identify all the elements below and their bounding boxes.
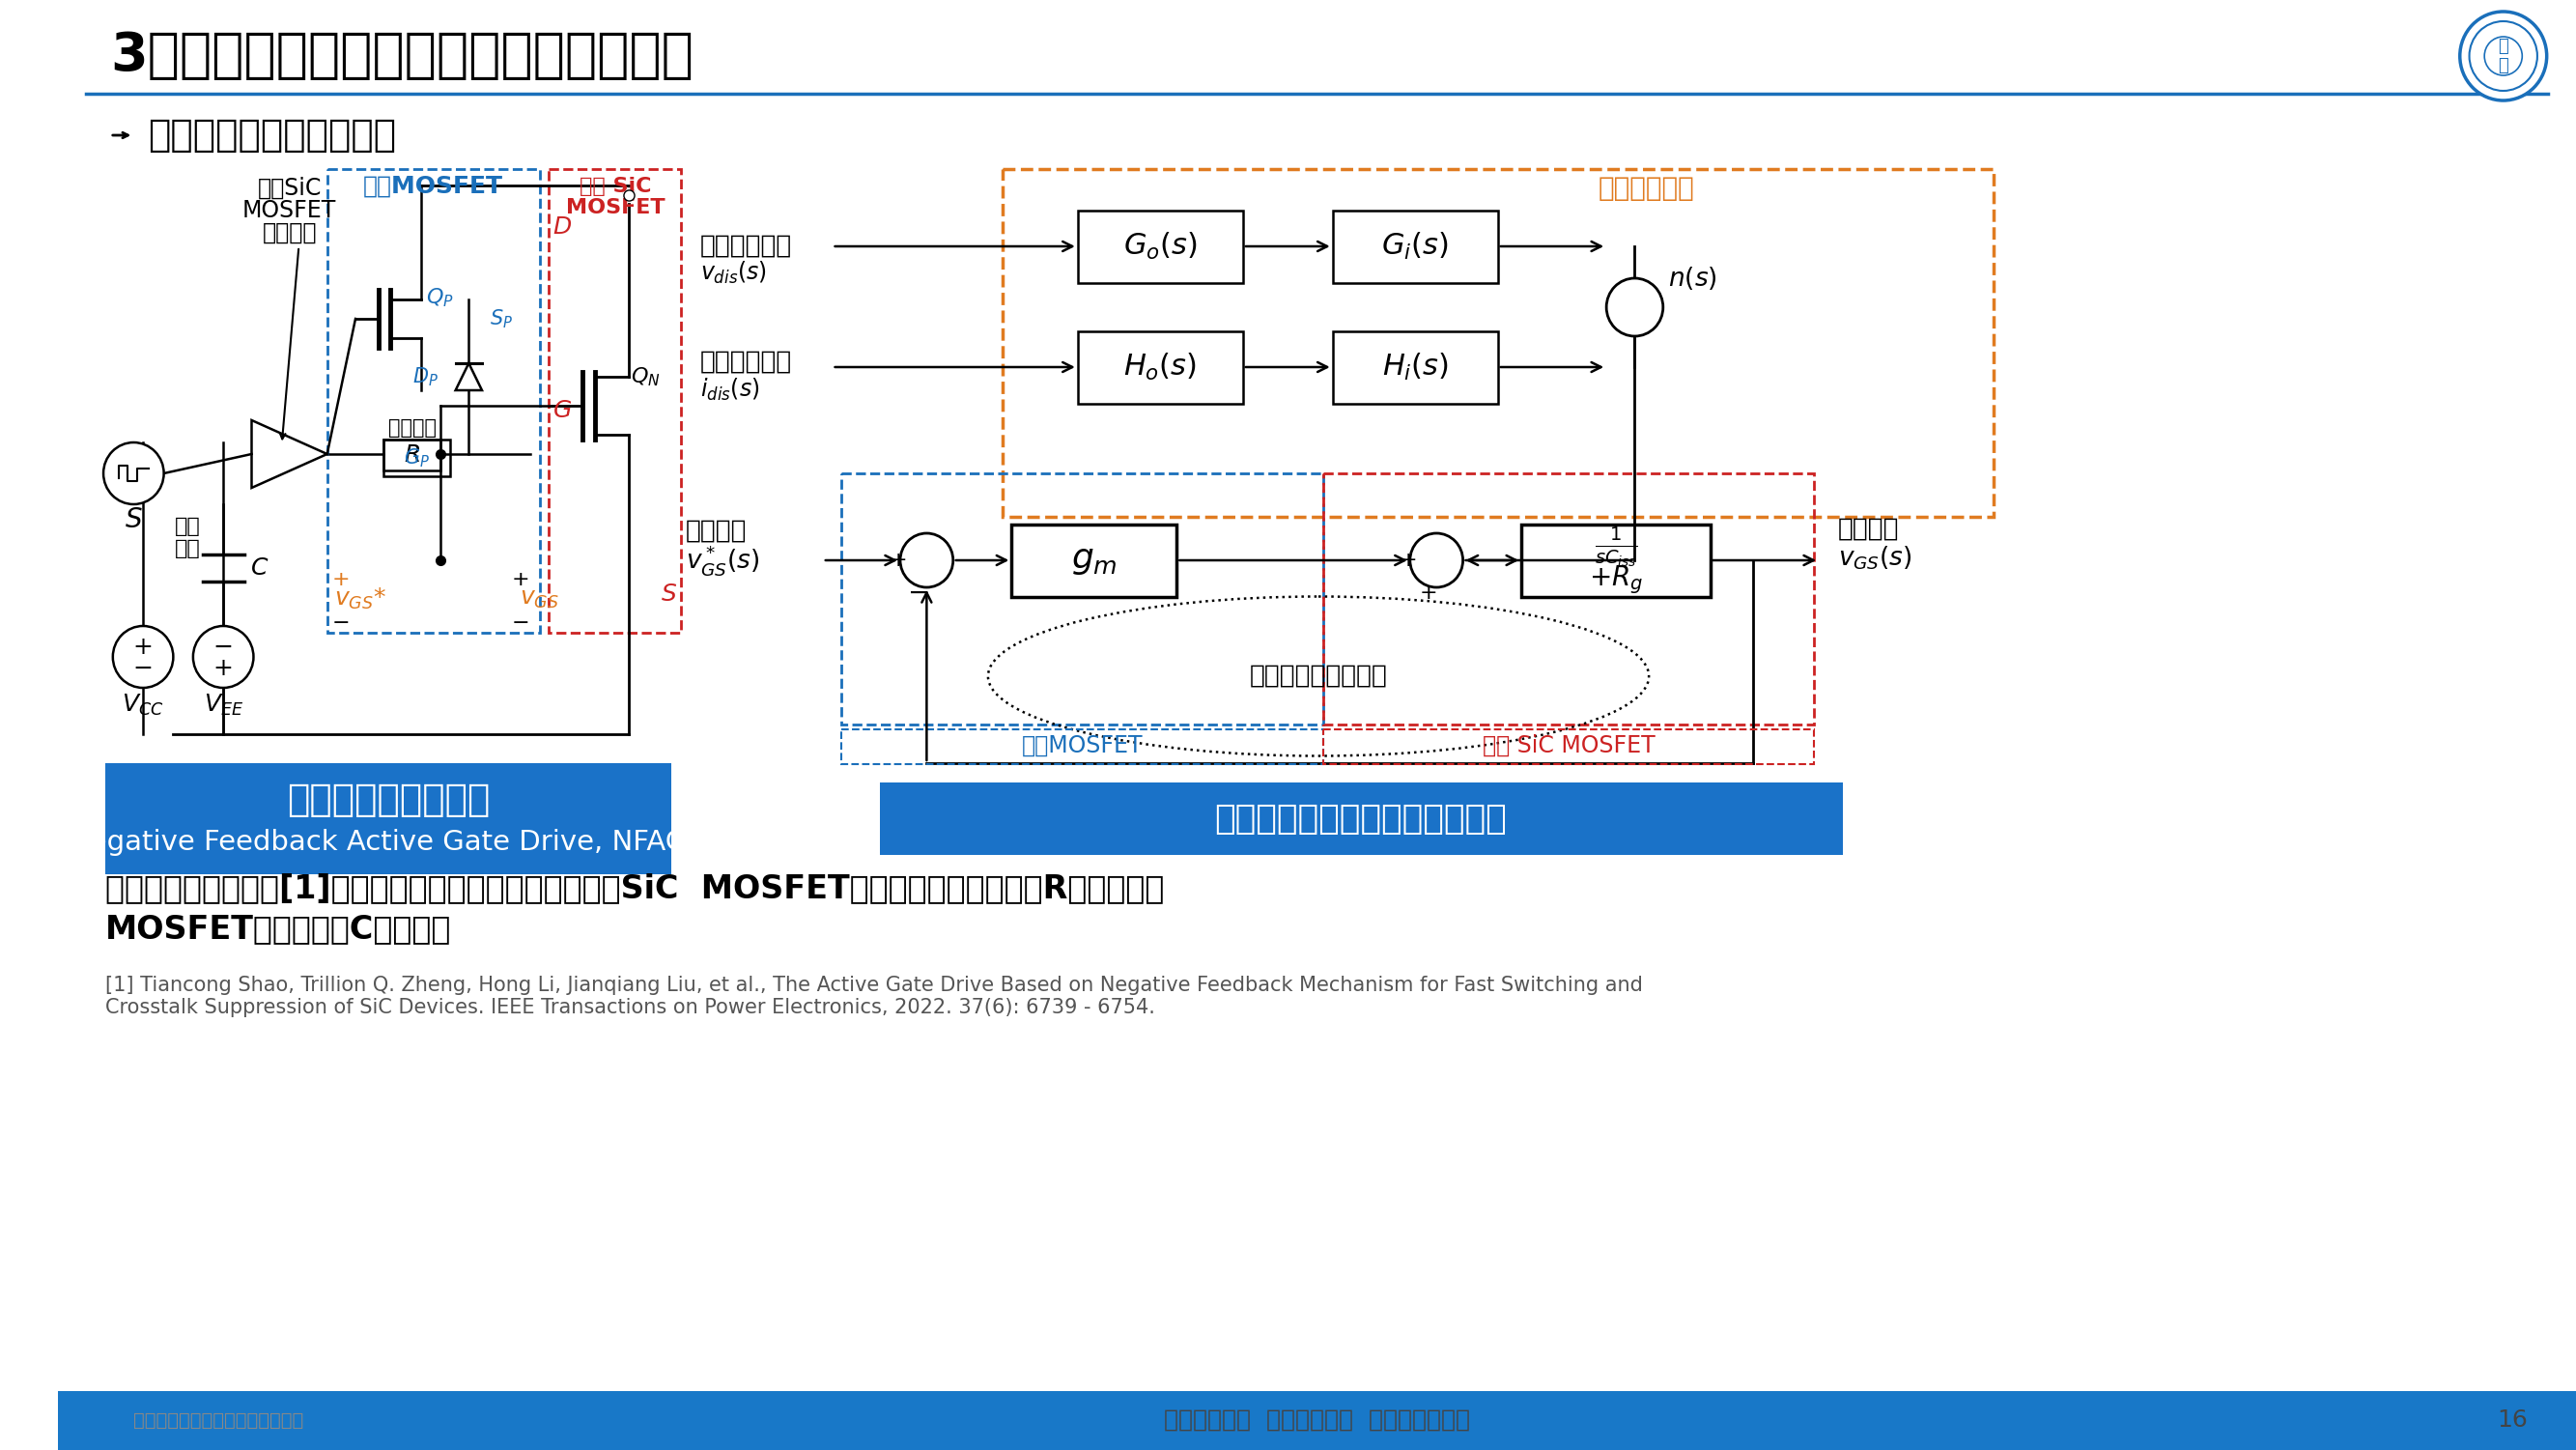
Text: 被控 SiC: 被控 SiC — [580, 177, 652, 196]
Text: 脉冲电压干扰: 脉冲电压干扰 — [701, 233, 791, 260]
Bar — [1332, 210, 1497, 283]
Text: $S_P$: $S_P$ — [489, 307, 513, 331]
Text: $V_{EE}$: $V_{EE}$ — [204, 693, 242, 718]
Text: 辅助MOSFET: 辅助MOSFET — [1023, 734, 1144, 757]
Text: $n(s)$: $n(s)$ — [1667, 265, 1716, 291]
Text: $S$: $S$ — [662, 583, 677, 606]
Text: $G$: $G$ — [554, 399, 572, 422]
Bar — [1002, 170, 1994, 516]
Circle shape — [113, 626, 173, 687]
Text: −: − — [907, 580, 930, 606]
Text: $v_{GS}$: $v_{GS}$ — [520, 587, 559, 610]
Circle shape — [193, 626, 252, 687]
Text: $Q_P$: $Q_P$ — [425, 286, 453, 309]
Text: $H_o(s)$: $H_o(s)$ — [1123, 351, 1198, 383]
Text: 3、基于跨导增益负反馈机理的干扰抑制: 3、基于跨导增益负反馈机理的干扰抑制 — [111, 30, 693, 83]
Text: 具有结构简单的特点[1]：不依赖额外的电路，仅采用普通SiC  MOSFET的驱动芯片、驱动电阵R，外加辅助: 具有结构简单的特点[1]：不依赖额外的电路，仅采用普通SiC MOSFET的驱动… — [106, 873, 1164, 905]
Text: $v_{GS}$*: $v_{GS}$* — [335, 586, 386, 612]
Text: $g_m$: $g_m$ — [1072, 544, 1118, 577]
Text: −: − — [134, 657, 152, 680]
Text: +: + — [332, 570, 350, 589]
Text: 被控 SiC MOSFET: 被控 SiC MOSFET — [1481, 734, 1654, 757]
Text: $D$: $D$ — [554, 216, 572, 239]
Text: $v_{dis}(s)$: $v_{dis}(s)$ — [701, 260, 768, 286]
Text: 栅极电压: 栅极电压 — [1837, 516, 1899, 542]
Text: +: + — [1419, 583, 1437, 603]
Text: MOSFET: MOSFET — [242, 199, 337, 222]
Text: 交
大: 交 大 — [2499, 38, 2509, 75]
Text: $H_i(s)$: $H_i(s)$ — [1381, 351, 1448, 383]
Bar — [106, 763, 672, 874]
Bar — [1324, 729, 1814, 764]
Bar — [842, 729, 1324, 764]
Circle shape — [2483, 36, 2522, 75]
Bar — [1077, 210, 1244, 283]
Text: +: + — [134, 635, 152, 658]
Text: $R$: $R$ — [404, 444, 420, 467]
Bar — [59, 1391, 2576, 1450]
Text: $v_{GS}(s)$: $v_{GS}(s)$ — [1837, 545, 1911, 573]
Text: +: + — [214, 657, 234, 680]
Text: 普通SiC: 普通SiC — [258, 177, 322, 200]
Text: $G_o(s)$: $G_o(s)$ — [1123, 231, 1198, 262]
Text: $S$: $S$ — [124, 506, 142, 534]
Text: $C$: $C$ — [250, 557, 268, 580]
Bar — [384, 439, 451, 476]
Bar — [327, 170, 538, 632]
Text: −: − — [214, 635, 234, 658]
Circle shape — [2460, 12, 2548, 100]
Text: $G_P$: $G_P$ — [404, 447, 430, 470]
Text: 驱动电阵: 驱动电阵 — [389, 418, 435, 438]
Text: +: + — [889, 551, 907, 570]
Bar — [878, 783, 1842, 856]
Text: $D_P$: $D_P$ — [412, 365, 438, 389]
Bar — [1522, 523, 1710, 596]
Text: 辅助: 辅助 — [175, 516, 201, 536]
Text: −: − — [513, 613, 531, 632]
Text: 电容: 电容 — [175, 539, 201, 558]
Text: +: + — [1399, 551, 1417, 570]
Circle shape — [623, 190, 634, 202]
Text: $V_{CC}$: $V_{CC}$ — [121, 693, 165, 718]
Text: $G_i(s)$: $G_i(s)$ — [1381, 231, 1448, 262]
Circle shape — [899, 534, 953, 587]
Text: 基于跨导增益的栅极负反馈控制: 基于跨导增益的栅极负反馈控制 — [1216, 802, 1507, 835]
Text: $+R_g$: $+R_g$ — [1589, 564, 1643, 596]
Text: 16: 16 — [2496, 1408, 2527, 1431]
Text: 干扰传导路径: 干扰传导路径 — [1597, 175, 1695, 202]
Text: −: − — [332, 613, 350, 632]
Text: $Q_N$: $Q_N$ — [631, 365, 662, 389]
Text: $i_{dis}(s)$: $i_{dis}(s)$ — [701, 376, 760, 403]
Bar — [1324, 473, 1814, 725]
Circle shape — [1409, 534, 1463, 587]
Text: 中国电工技术学会新媒体平台发布: 中国电工技术学会新媒体平台发布 — [134, 1411, 304, 1430]
Text: Negative Feedback Active Gate Drive, NFAGD: Negative Feedback Active Gate Drive, NFA… — [70, 829, 708, 856]
Text: $v_{GS}^*(s)$: $v_{GS}^*(s)$ — [685, 542, 760, 577]
Text: 驱动电压: 驱动电压 — [685, 519, 747, 544]
Text: MOSFET、辅助电容C即可实现: MOSFET、辅助电容C即可实现 — [106, 914, 451, 945]
Text: $\frac{1}{sC_{iss}}$: $\frac{1}{sC_{iss}}$ — [1595, 525, 1638, 568]
Bar — [842, 473, 1324, 725]
Bar — [384, 439, 440, 470]
Bar — [1012, 523, 1177, 596]
Circle shape — [1607, 278, 1664, 336]
Text: 辅助MOSFET: 辅助MOSFET — [363, 175, 502, 199]
Text: [1] Tiancong Shao, Trillion Q. Zheng, Hong Li, Jianqiang Liu, et al., The Active: [1] Tiancong Shao, Trillion Q. Zheng, Ho… — [106, 976, 1643, 1018]
Bar — [549, 170, 680, 632]
Text: 脉冲电流干扰: 脉冲电流干扰 — [701, 349, 791, 374]
Text: 栅极负反馈控制环路: 栅极负反馈控制环路 — [1249, 664, 1388, 689]
Circle shape — [103, 442, 165, 505]
Text: 基于跨导增益负反馈控制: 基于跨导增益负反馈控制 — [147, 117, 397, 154]
Text: MOSFET: MOSFET — [567, 199, 665, 218]
Text: 栅极负反馈有源驱动: 栅极负反馈有源驱动 — [286, 782, 489, 818]
Bar — [1077, 331, 1244, 403]
Text: 驱动芯片: 驱动芯片 — [263, 222, 317, 245]
Circle shape — [2470, 22, 2537, 91]
Bar — [1332, 331, 1497, 403]
Text: 北京交通大学  电气工程学院  电力电子研究所: 北京交通大学 电气工程学院 电力电子研究所 — [1164, 1408, 1471, 1431]
Text: +: + — [513, 570, 531, 589]
